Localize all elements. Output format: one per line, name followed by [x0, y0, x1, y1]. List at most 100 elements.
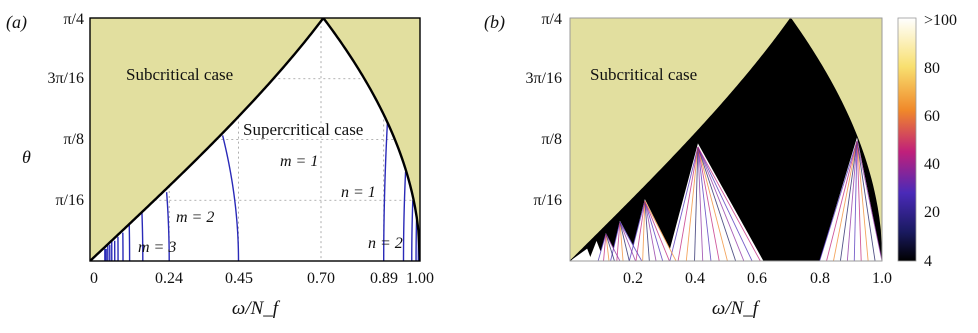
colorbar-tick-20: 20 — [924, 204, 940, 221]
streak-m2-2 — [642, 200, 646, 261]
streak-m4-0 — [597, 233, 607, 261]
streak-n1-6 — [856, 140, 862, 261]
colorbar-tick-100: >100 — [924, 12, 957, 29]
colorbar-tick-60: 60 — [924, 108, 940, 125]
mode-label-m2: m = 2 — [176, 209, 214, 226]
streak-n1-4 — [846, 140, 858, 261]
panel-a-regions — [90, 18, 420, 261]
streak-m2-4 — [644, 200, 657, 261]
streak-n1-0 — [819, 140, 858, 261]
fan-m6 — [570, 248, 592, 261]
mode-label-m1: m = 1 — [280, 153, 318, 170]
streak-m3-4 — [619, 221, 636, 261]
streak-m1-7 — [697, 146, 728, 261]
panel-b-label: (b) — [484, 12, 505, 33]
panel-a-ylabel: θ — [22, 147, 31, 167]
streak-m2-1 — [635, 200, 646, 261]
streak-m4-1 — [603, 233, 607, 261]
streak-m1-11 — [697, 146, 761, 261]
fan-m3 — [610, 220, 642, 261]
panel-a-xlabel: ω/N_f — [232, 298, 281, 319]
mode-label-n2: n = 2 — [368, 235, 403, 252]
streak-m1-3 — [694, 146, 699, 261]
streak-m3-3 — [619, 221, 630, 261]
streak-m1-4 — [697, 146, 704, 261]
colorbar — [897, 17, 917, 262]
y-tick-b-pi16: π/16 — [533, 192, 562, 209]
x-tick-b-04: 0.4 — [685, 270, 705, 287]
supercritical-region-a — [90, 18, 420, 261]
panel-b-xlabel: ω/N_f — [712, 298, 761, 319]
colorbar-tick-40: 40 — [924, 156, 940, 173]
streak-m4-4 — [605, 233, 621, 261]
y-tick-a-pi16: π/16 — [55, 192, 84, 209]
streak-n1-8 — [856, 140, 876, 261]
panel-b: (b) Subcritical case π/16 π/8 3π/16 π/4 … — [484, 11, 957, 319]
x-tick-b-06: 0.6 — [747, 270, 767, 287]
supercritical-region-b — [570, 18, 882, 261]
y-tick-b-3pi16: 3π/16 — [525, 70, 562, 87]
fan-n1 — [819, 137, 882, 261]
streak-m1-9 — [697, 146, 745, 261]
streak-m1-5 — [697, 146, 712, 261]
streak-m1-6 — [697, 146, 720, 261]
panel-a-frame — [89, 17, 421, 262]
mode-curve-n2 — [402, 171, 407, 261]
panel-a-label: (a) — [6, 12, 27, 33]
mode-label-m3: m = 3 — [138, 239, 176, 256]
x-tick-b-02: 0.2 — [623, 270, 643, 287]
panel-a-subcritical-label: Subcritical case — [126, 65, 233, 84]
streak-m1-1 — [677, 146, 699, 261]
colorbar-tick-4: 4 — [924, 253, 932, 270]
fan-m1 — [666, 143, 764, 261]
streak-m2-7 — [644, 200, 677, 261]
panel-b-heatmap — [570, 18, 882, 261]
y-tick-a-3pi16: 3π/16 — [47, 70, 84, 87]
fan-m4 — [598, 233, 620, 261]
streak-m1-10 — [697, 146, 753, 261]
x-tick-a-089: 0.89 — [370, 270, 398, 287]
mode-label-n1: n = 1 — [341, 184, 376, 201]
panel-b-frame — [569, 17, 883, 262]
streak-n1-5 — [853, 140, 858, 261]
mode-curve-m2 — [165, 192, 170, 261]
x-tick-a-100: 1.00 — [406, 270, 434, 287]
colorbar-tick-80: 80 — [924, 60, 940, 77]
panel-a: (a) Subcritical case Supercritical case … — [6, 11, 434, 319]
y-tick-a-pi8: π/8 — [63, 131, 84, 148]
streak-n1-3 — [839, 140, 858, 261]
streak-m1-8 — [697, 146, 737, 261]
streak-n1-2 — [833, 140, 858, 261]
streak-n1-1 — [826, 140, 858, 261]
fan-m5 — [588, 240, 605, 261]
panel-a-supercritical-label: Supercritical case — [243, 120, 363, 139]
mode-curve-m1 — [221, 135, 240, 261]
critical-angle-curve-a — [90, 18, 420, 261]
streak-n1-7 — [856, 140, 869, 261]
streak-m2-3 — [644, 200, 650, 261]
panel-a-mode-curves — [90, 18, 420, 261]
critical-angle-curve-b — [570, 18, 882, 261]
streak-m4-3 — [605, 233, 615, 261]
streak-m1-0 — [669, 146, 699, 261]
mode-curve-n3 — [411, 200, 414, 261]
x-tick-b-08: 0.8 — [810, 270, 830, 287]
x-tick-b-10: 1.0 — [872, 270, 892, 287]
y-tick-a-pi4: π/4 — [63, 11, 84, 28]
y-tick-b-pi8: π/8 — [541, 131, 562, 148]
streak-m4-2 — [605, 233, 610, 261]
x-tick-a-070: 0.70 — [307, 270, 335, 287]
streak-n1-9 — [856, 140, 882, 261]
streak-m3-2 — [619, 221, 624, 261]
streak-m2-6 — [644, 200, 670, 261]
mode-curve-n1 — [383, 123, 389, 261]
x-tick-a-0: 0 — [90, 270, 98, 287]
x-tick-a-045: 0.45 — [225, 270, 253, 287]
streak-m3-1 — [616, 221, 621, 261]
mode-curve-m3 — [141, 212, 144, 261]
streak-m1-2 — [685, 146, 699, 261]
streak-m3-5 — [619, 221, 643, 261]
x-tick-a-024: 0.24 — [155, 270, 183, 287]
streak-m2-5 — [644, 200, 664, 261]
